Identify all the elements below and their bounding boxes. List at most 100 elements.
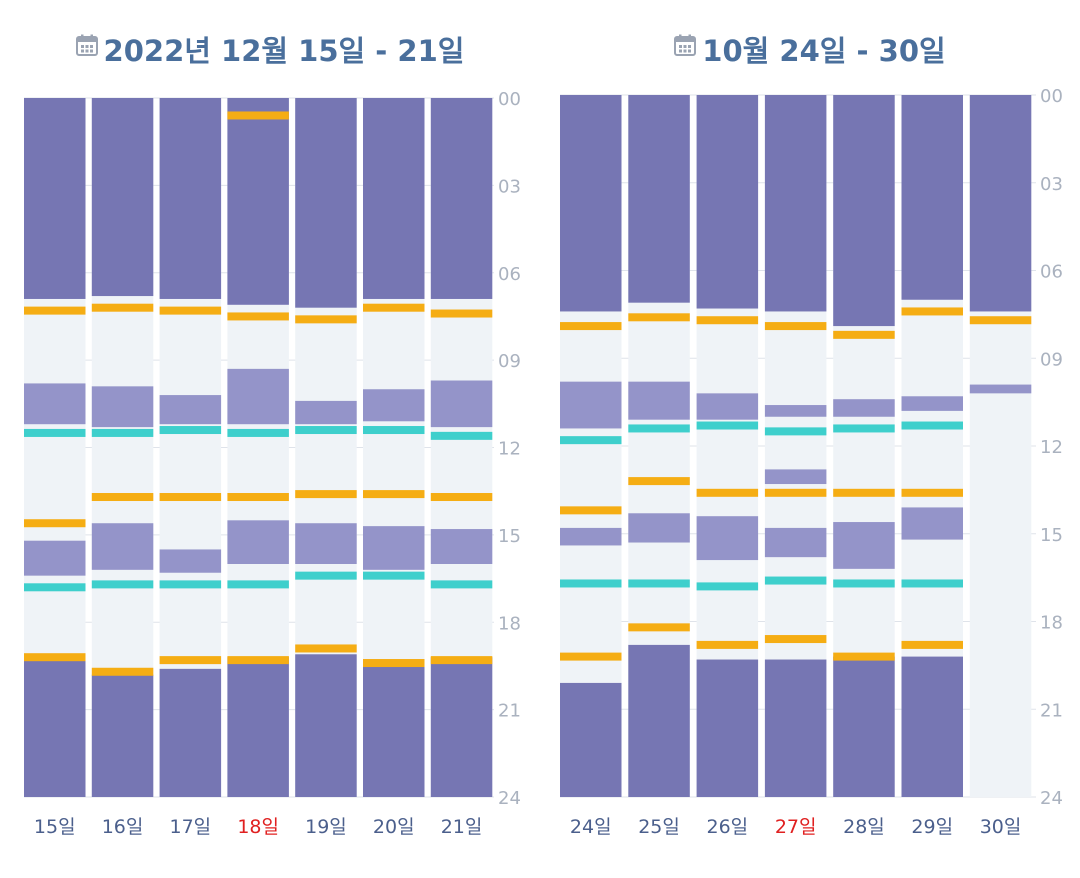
diaper-marker <box>696 421 759 430</box>
feeding-marker <box>833 488 895 497</box>
feeding-marker <box>696 488 759 497</box>
diaper-marker <box>901 579 963 588</box>
feeding-marker <box>833 652 895 661</box>
sleep-block <box>560 381 622 429</box>
diaper-marker <box>24 428 86 437</box>
sleep-block <box>560 682 622 797</box>
sleep-block <box>764 469 827 485</box>
sleep-block <box>833 95 895 327</box>
sleep-block <box>901 507 963 540</box>
day-label: 27일 <box>775 816 817 838</box>
day-label: 21일 <box>441 816 483 838</box>
diaper-marker <box>91 580 154 589</box>
sleep-block <box>295 523 357 564</box>
sleep-block <box>901 656 963 797</box>
feeding-marker <box>295 315 357 324</box>
feeding-marker <box>628 477 690 486</box>
sleep-block <box>430 529 493 564</box>
y-tick-label: 15 <box>1040 525 1063 546</box>
sleep-block <box>227 98 289 305</box>
feeding-marker <box>295 490 357 499</box>
day-label: 15일 <box>34 816 76 838</box>
y-tick-label: 12 <box>498 439 521 460</box>
diaper-marker <box>295 571 357 580</box>
feeding-marker <box>901 488 963 497</box>
sleep-block <box>696 393 759 420</box>
sleep-block <box>91 386 154 428</box>
sleep-block <box>91 674 154 797</box>
chart-title-text: 10월 24일 - 30일 <box>702 34 946 68</box>
feeding-marker <box>159 493 222 502</box>
sleep-block <box>901 396 963 411</box>
y-tick-label: 18 <box>1040 613 1063 634</box>
y-tick-label: 24 <box>498 788 521 809</box>
sleep-block <box>969 95 1032 312</box>
y-tick-label: 09 <box>498 351 521 372</box>
diaper-marker <box>227 428 289 437</box>
feeding-marker <box>91 303 154 312</box>
diaper-marker <box>24 583 86 592</box>
diaper-marker <box>560 579 622 588</box>
feeding-marker <box>901 640 963 649</box>
sleep-block <box>696 659 759 797</box>
diaper-marker <box>159 426 222 435</box>
feeding-marker <box>363 303 425 312</box>
feeding-marker <box>696 316 759 325</box>
calendar-icon <box>674 29 697 63</box>
feeding-marker <box>24 306 86 315</box>
sleep-block <box>295 98 357 308</box>
feeding-marker <box>227 111 289 120</box>
chart-panel-left: 2022년 12월 15일 - 21일 15일 16일 17일 18일 19일 20일 21… <box>24 34 521 838</box>
y-tick-label: 06 <box>1040 262 1063 283</box>
diaper-marker <box>363 426 425 435</box>
y-tick-label: 24 <box>1040 788 1063 809</box>
feeding-marker <box>227 656 289 665</box>
feeding-marker <box>764 322 827 331</box>
diaper-marker <box>628 579 690 588</box>
sleep-block <box>159 395 222 425</box>
feeding-marker <box>430 493 493 502</box>
feeding-marker <box>295 644 357 653</box>
day-label: 26일 <box>707 816 749 838</box>
feeding-marker <box>24 653 86 662</box>
day-label: 28일 <box>843 816 885 838</box>
day-label: 25일 <box>638 816 680 838</box>
feeding-marker <box>560 506 622 515</box>
sleep-block <box>628 513 690 543</box>
day-label: 29일 <box>911 816 953 838</box>
feeding-marker <box>628 623 690 632</box>
feeding-marker <box>159 306 222 315</box>
sleep-block <box>159 668 222 797</box>
chart-title: 10월 24일 - 30일 <box>540 28 1080 70</box>
feeding-marker <box>901 307 963 316</box>
sleep-block <box>430 98 493 299</box>
feeding-marker <box>764 635 827 644</box>
day-label: 16일 <box>102 816 144 838</box>
sleep-block <box>764 95 827 312</box>
sleep-block <box>764 405 827 417</box>
feeding-marker <box>696 640 759 649</box>
diaper-marker <box>363 571 425 580</box>
sleep-chart-left: 15일 16일 17일 18일 19일 20일 21일 00 03 06 09 12 15 18 21 24 <box>24 89 521 838</box>
sleep-block <box>363 389 425 422</box>
diaper-marker <box>91 428 154 437</box>
sleep-block <box>969 384 1032 394</box>
sleep-block <box>24 540 86 576</box>
sleep-block <box>628 381 690 420</box>
sleep-block <box>430 657 493 797</box>
diaper-marker <box>628 424 690 433</box>
feeding-marker <box>159 656 222 665</box>
diaper-marker <box>833 579 895 588</box>
feeding-marker <box>430 656 493 665</box>
feeding-marker <box>560 322 622 331</box>
chart-panel-right: 10월 24일 - 30일 24일 25일 26일 27일 28일 29일 30일 00 03 0… <box>540 0 1080 878</box>
day-label: 24일 <box>570 816 612 838</box>
day-label: 18일 <box>237 816 279 838</box>
diaper-marker <box>696 582 759 591</box>
y-tick-label: 12 <box>1040 437 1063 458</box>
sleep-block <box>628 95 690 303</box>
sleep-block <box>901 95 963 300</box>
sleep-block <box>696 95 759 309</box>
y-tick-label: 00 <box>498 89 521 110</box>
feeding-marker <box>833 330 895 339</box>
